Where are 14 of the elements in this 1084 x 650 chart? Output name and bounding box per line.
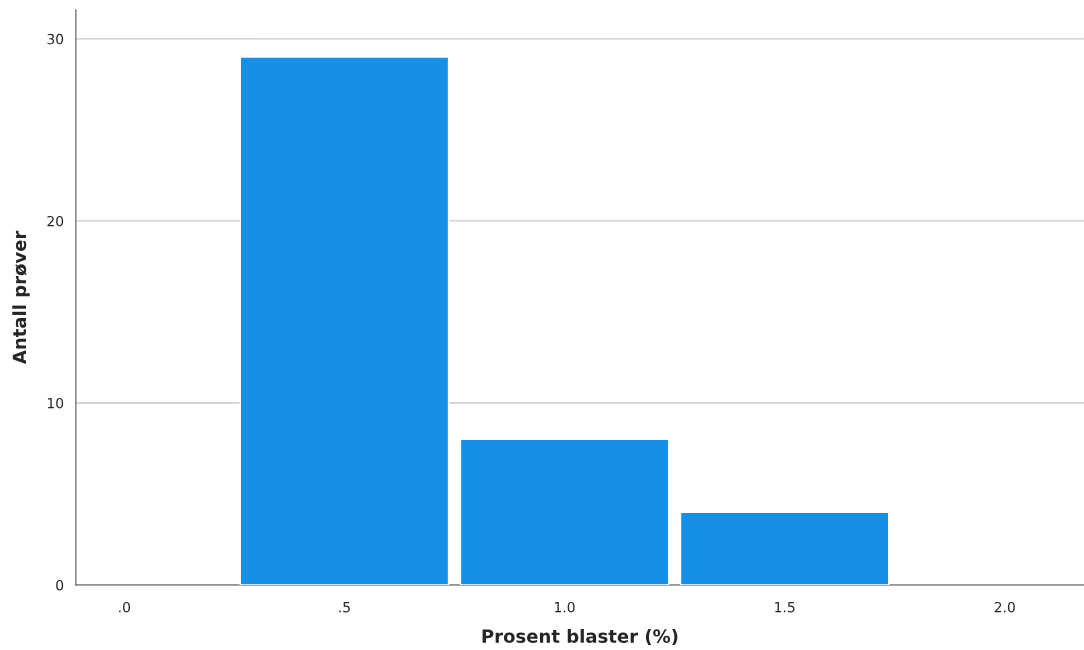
y-tick-label: 10 [47, 397, 64, 409]
y-axis-title: Antall prøver [12, 230, 30, 365]
y-tick-label: 20 [47, 215, 64, 227]
x-tick-label: .5 [339, 602, 350, 613]
x-tick-label: .0 [119, 601, 131, 613]
x-tick-label: 1.0 [555, 601, 575, 613]
bar [239, 56, 450, 585]
bar [459, 438, 670, 585]
y-tick-label: 30 [47, 33, 64, 45]
x-tick-label: 1.5 [775, 602, 795, 613]
x-tick-label: 2.0 [994, 601, 1015, 613]
y-tick-label: 0 [56, 579, 64, 591]
x-axis-title: Prosent blaster (%) [482, 629, 678, 646]
bar [679, 511, 890, 585]
